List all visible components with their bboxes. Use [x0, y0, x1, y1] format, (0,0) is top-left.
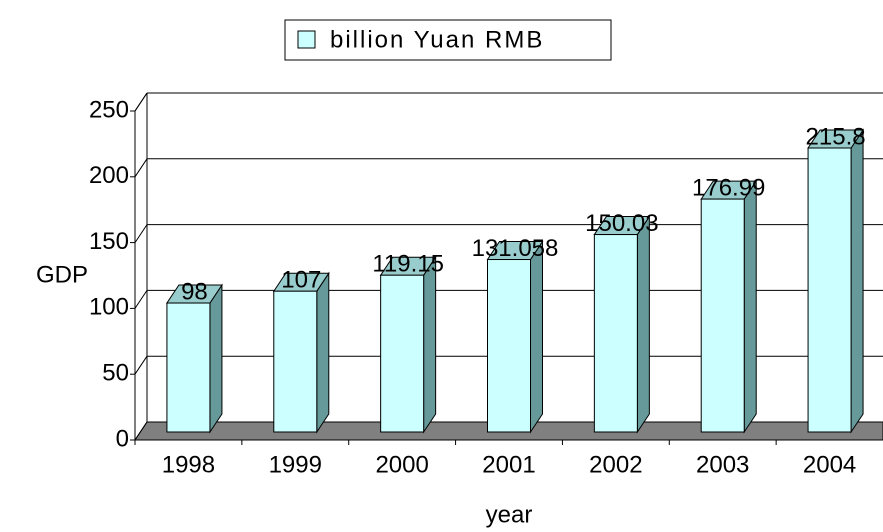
data-label: 98: [181, 278, 208, 305]
bar: [273, 290, 318, 433]
bar: [593, 234, 638, 433]
data-label: 119.15: [372, 251, 444, 278]
grid-line: [134, 92, 148, 112]
grid-line: [134, 224, 148, 243]
bar: [700, 198, 745, 433]
legend-box: [284, 19, 612, 61]
y-axis-label: GDP: [36, 261, 88, 288]
data-label: 215.8: [806, 123, 866, 150]
y-tick-label: 150: [89, 228, 129, 255]
data-label: 107: [281, 267, 321, 294]
bar-side: [530, 239, 543, 434]
x-tick-label: 2004: [803, 451, 856, 478]
bar-side: [850, 128, 864, 434]
x-axis-label: year: [486, 501, 533, 528]
bar-side: [316, 271, 330, 434]
grid-line: [134, 158, 148, 178]
bar: [380, 274, 425, 433]
data-label: 150.03: [585, 210, 658, 237]
bar: [487, 259, 531, 433]
x-tick-label: 2002: [589, 451, 642, 478]
bar-side: [209, 283, 223, 434]
x-tick-label: 2001: [482, 451, 535, 478]
y-tick-label: 200: [89, 162, 129, 189]
data-label: 131.058: [472, 235, 559, 262]
bar-side: [743, 179, 757, 434]
grid-line: [134, 355, 148, 375]
bar: [807, 147, 852, 433]
x-tick-label: 2000: [375, 451, 428, 478]
x-tick-label: 1998: [162, 451, 215, 478]
y-tick-label: 50: [102, 360, 129, 387]
y-tick-label: 0: [116, 425, 129, 452]
y-tick-label: 100: [89, 294, 129, 321]
bar-side: [636, 214, 650, 434]
legend-label: billion Yuan RMB: [330, 26, 544, 53]
x-tick-label: 2003: [696, 451, 749, 478]
grid-line: [134, 421, 148, 441]
bar-side: [423, 255, 437, 434]
y-tick-label: 250: [89, 96, 129, 123]
grid-line: [134, 290, 148, 309]
data-label: 176.99: [692, 174, 765, 201]
x-tick-label: 1999: [269, 451, 322, 478]
legend-swatch: [297, 30, 316, 49]
bar: [166, 302, 211, 433]
